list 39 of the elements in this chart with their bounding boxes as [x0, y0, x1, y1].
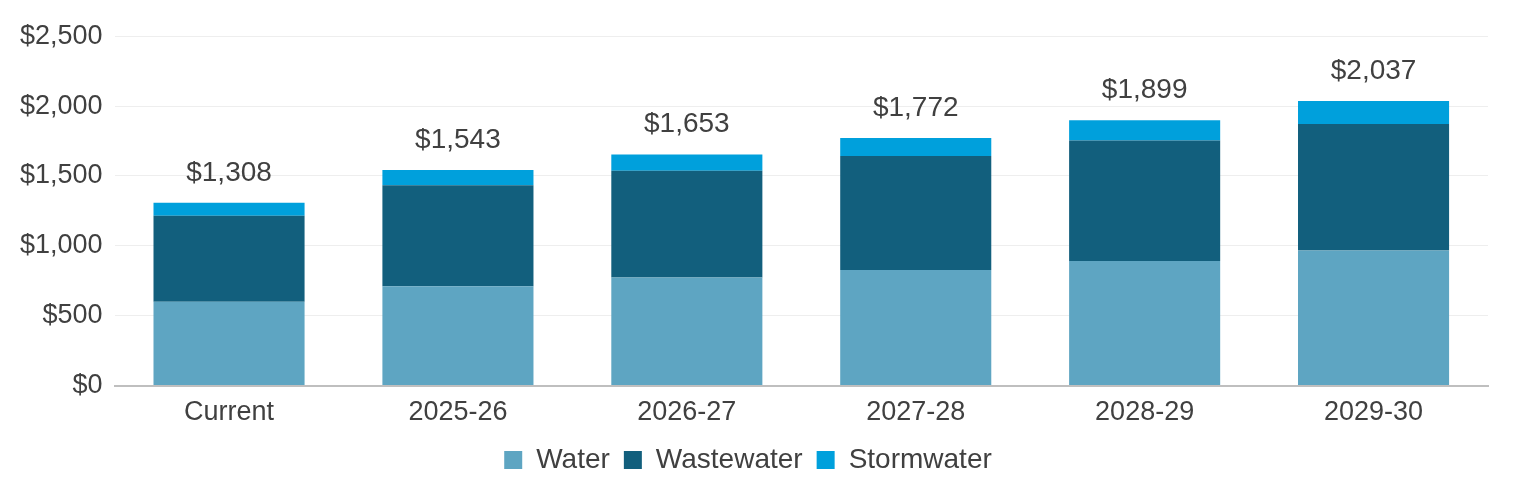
- bar: [840, 155, 992, 270]
- bar: [1069, 120, 1221, 141]
- bar: [840, 137, 992, 156]
- y-tick-label: $1,000: [19, 229, 103, 260]
- bar: [611, 170, 763, 278]
- total-label: $1,308: [186, 155, 272, 187]
- x-tick-label: 2025-26: [408, 396, 508, 427]
- x-tick-label: 2029-30: [1324, 396, 1424, 427]
- y-tick-label: $2,500: [19, 19, 103, 50]
- bar: [1298, 100, 1450, 124]
- y-tick-label: $500: [42, 299, 103, 330]
- x-tick-label: 2026-27: [637, 396, 737, 427]
- bar: [611, 277, 763, 386]
- bar: [611, 154, 763, 171]
- x-tick-label: 2028-29: [1095, 396, 1195, 427]
- x-tick-label: 2027-28: [866, 396, 966, 427]
- x-tick-label: Current: [184, 396, 275, 427]
- y-tick-label: $1,500: [19, 159, 103, 190]
- bar: [1069, 140, 1221, 262]
- bar: [840, 269, 992, 386]
- legend-label: Stormwater: [848, 442, 992, 474]
- total-label: $2,037: [1330, 53, 1417, 85]
- total-label: $1,772: [872, 90, 959, 122]
- bar: [382, 286, 534, 386]
- bar: [153, 301, 305, 386]
- bar: [382, 185, 534, 287]
- bar: [382, 169, 534, 186]
- bar: [1298, 123, 1450, 251]
- legend-label: Wastewater: [655, 442, 803, 474]
- total-label: $1,543: [415, 122, 501, 154]
- legend-label: Water: [536, 442, 610, 474]
- bar: [153, 215, 305, 302]
- total-label: $1,653: [644, 107, 730, 139]
- y-tick-label: $0: [72, 369, 103, 400]
- bar: [1298, 250, 1450, 386]
- bar: [1069, 261, 1221, 386]
- y-tick-label: $2,000: [19, 89, 103, 120]
- total-label: $1,899: [1101, 72, 1188, 104]
- bar: [153, 202, 305, 216]
